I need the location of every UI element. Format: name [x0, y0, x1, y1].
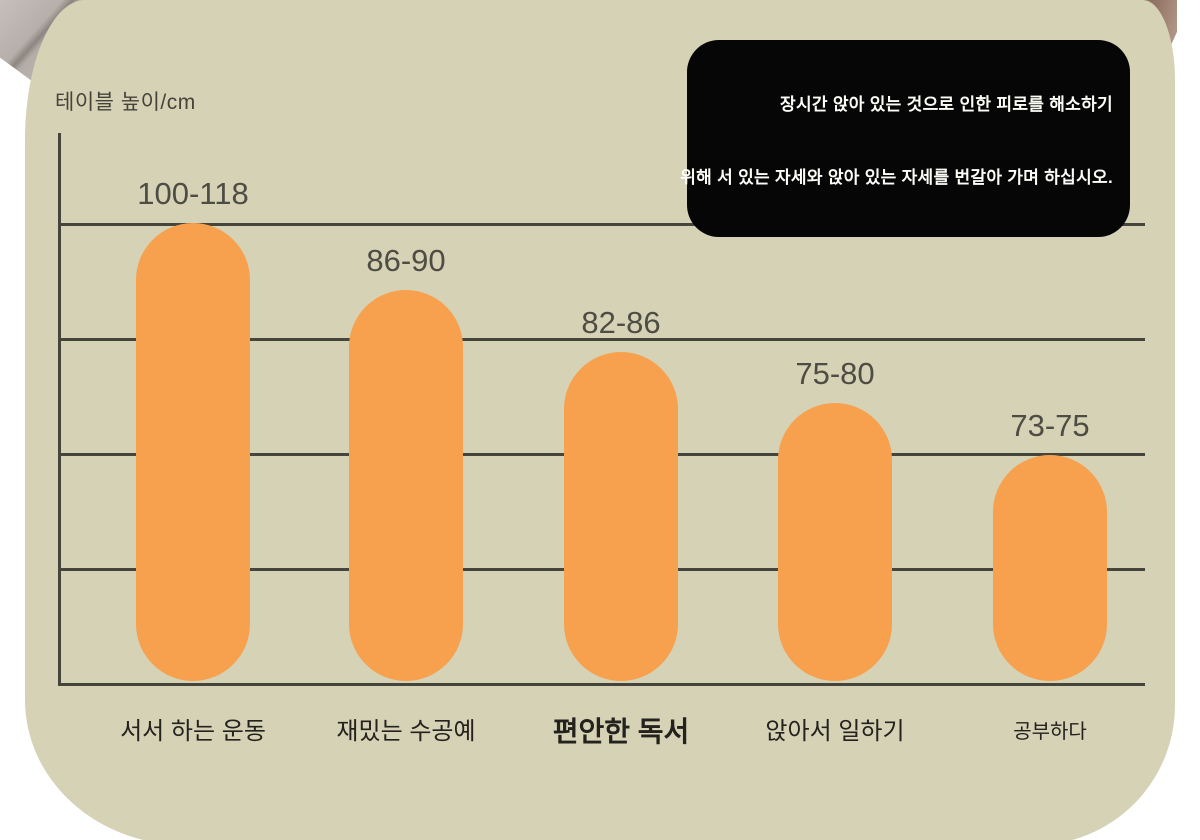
- x-axis-baseline: [58, 683, 1145, 686]
- bar-4: [778, 403, 892, 681]
- tooltip-callout: 장시간 앉아 있는 것으로 인한 피로를 해소하기 위해 서 있는 자세와 앉아…: [680, 40, 1130, 237]
- y-axis-line: [58, 133, 61, 683]
- tooltip-text-line-1: 장시간 앉아 있는 것으로 인한 피로를 해소하기: [780, 94, 1113, 114]
- gridline: [58, 338, 1145, 341]
- chart-card: 테이블 높이/cm 100-118 86-90 82-86 75-80 73-75 서서…: [25, 0, 1175, 840]
- bar-5: [993, 455, 1107, 681]
- y-axis-title: 테이블 높이/cm: [55, 91, 196, 114]
- category-label-1: 서서 하는 운동: [120, 718, 266, 745]
- category-label-4: 앉아서 일하기: [765, 718, 905, 745]
- category-label-5: 공부하다: [1013, 721, 1087, 743]
- bar-value-label-5: 73-75: [1010, 408, 1090, 443]
- bar-2: [349, 290, 463, 681]
- bar-value-label-1: 100-118: [137, 176, 249, 211]
- tooltip-text-line-2: 위해 서 있는 자세와 앉아 있는 자세를 번갈아 가며 하십시오.: [680, 167, 1113, 187]
- gridline: [58, 223, 1145, 226]
- bar-3: [564, 352, 678, 681]
- bar-1: [136, 223, 250, 681]
- bar-value-label-4: 75-80: [795, 356, 875, 391]
- category-label-2: 재밌는 수공예: [336, 718, 476, 745]
- bar-value-label-2: 86-90: [366, 243, 446, 278]
- category-label-3: 편안한 독서: [552, 716, 690, 747]
- bar-value-label-3: 82-86: [581, 305, 661, 340]
